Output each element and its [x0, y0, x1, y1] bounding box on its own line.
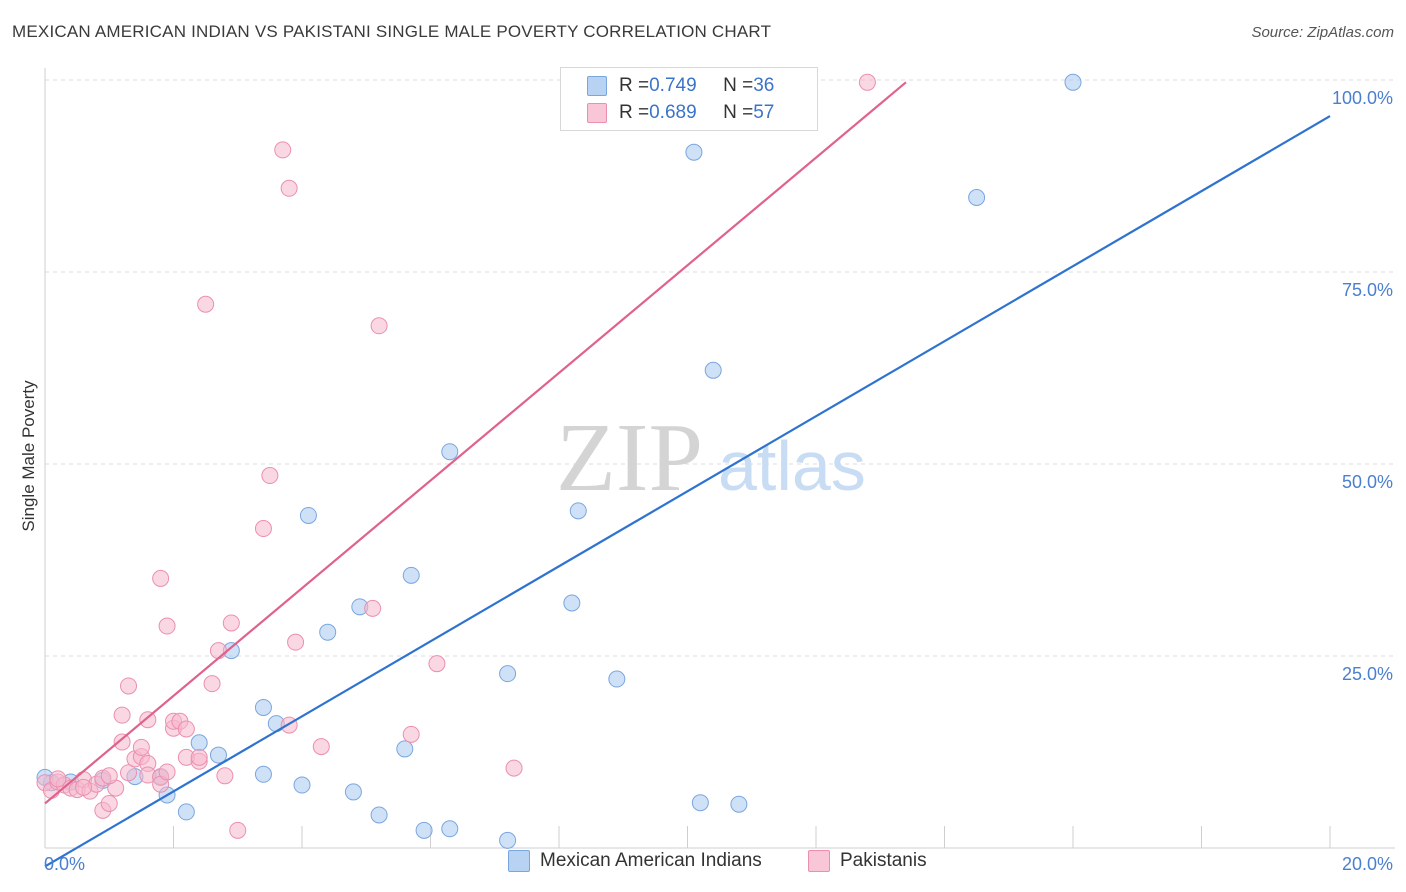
- data-point: [254, 520, 272, 538]
- bottom-legend-mexican-american-indians: Mexican American Indians: [508, 850, 762, 872]
- data-point: [190, 734, 208, 752]
- y-tick-label: 25.0%: [1342, 664, 1393, 684]
- data-point: [402, 725, 420, 743]
- legend-r-value: 0.749: [649, 75, 697, 96]
- data-point: [120, 677, 138, 695]
- data-point: [364, 599, 382, 617]
- data-point: [428, 655, 446, 673]
- chart-title: MEXICAN AMERICAN INDIAN VS PAKISTANI SIN…: [12, 22, 772, 41]
- legend-n-label: N =: [723, 75, 754, 96]
- legend-row-pakistanis: R = 0.689 N = 57: [587, 100, 774, 126]
- data-point: [293, 776, 311, 794]
- data-point: [113, 706, 131, 724]
- series-pakistanis-points: [36, 73, 876, 839]
- x-tick-label: 0.0%: [44, 854, 85, 874]
- legend-swatch-blue: [587, 76, 607, 96]
- data-point: [499, 831, 517, 849]
- bottom-legend-label: Mexican American Indians: [540, 850, 762, 871]
- data-point: [569, 502, 587, 520]
- data-point: [49, 770, 67, 788]
- y-tick-label: 75.0%: [1342, 280, 1393, 300]
- legend: R = 0.749 N = 36 R = 0.689 N = 57: [560, 67, 818, 131]
- watermark-atlas: atlas: [718, 427, 866, 505]
- legend-r-value: 0.689: [649, 102, 697, 123]
- legend-n-value: 57: [753, 102, 775, 123]
- data-point: [113, 733, 131, 751]
- data-point: [505, 759, 523, 777]
- data-point: [730, 795, 748, 813]
- data-point: [287, 633, 305, 651]
- data-point: [100, 794, 118, 812]
- trend-line: [44, 115, 1331, 868]
- data-point: [319, 623, 337, 641]
- data-point: [402, 566, 420, 584]
- legend-n-value: 36: [753, 75, 775, 96]
- data-point: [299, 506, 317, 524]
- source-note: Source: ZipAtlas.com: [1251, 24, 1394, 41]
- trend-line: [44, 81, 907, 805]
- data-point: [370, 806, 388, 824]
- data-point: [685, 143, 703, 161]
- data-point: [229, 821, 247, 839]
- y-axis-title: Single Male Poverty: [19, 380, 38, 532]
- watermark: ZIP atlas: [556, 404, 866, 512]
- data-point: [312, 738, 330, 756]
- x-tick-label: 20.0%: [1342, 854, 1393, 874]
- data-point: [274, 141, 292, 159]
- data-point: [858, 73, 876, 91]
- data-point: [139, 711, 157, 729]
- data-point: [280, 179, 298, 197]
- data-point: [968, 189, 986, 207]
- data-point: [499, 665, 517, 683]
- data-point: [254, 698, 272, 716]
- watermark-zip: ZIP: [556, 404, 703, 512]
- data-point: [152, 569, 170, 587]
- legend-swatch-pink: [587, 103, 607, 123]
- data-point: [120, 764, 138, 782]
- bottom-legend-swatch-blue: [508, 850, 530, 872]
- trend-lines: [44, 81, 1331, 868]
- legend-r-label: R =: [619, 102, 650, 123]
- bottom-legend-label: Pakistanis: [840, 850, 927, 871]
- data-point: [370, 317, 388, 335]
- data-point: [132, 738, 150, 756]
- data-point: [608, 670, 626, 688]
- data-point: [158, 763, 176, 781]
- data-point: [75, 778, 93, 796]
- data-point: [261, 467, 279, 485]
- data-point: [254, 765, 272, 783]
- y-tick-label: 50.0%: [1342, 472, 1393, 492]
- axes: [44, 68, 1395, 849]
- data-point: [344, 783, 362, 801]
- data-point: [203, 675, 221, 693]
- data-point: [158, 617, 176, 635]
- data-point: [177, 803, 195, 821]
- data-point: [704, 361, 722, 379]
- bottom-legend-swatch-pink: [808, 850, 830, 872]
- data-point: [1064, 73, 1082, 91]
- data-point: [209, 642, 227, 660]
- data-point: [216, 767, 234, 785]
- data-point: [441, 443, 459, 461]
- y-tick-label: 100.0%: [1332, 88, 1393, 108]
- data-point: [209, 746, 227, 764]
- data-point: [100, 767, 118, 785]
- data-point: [691, 794, 709, 812]
- data-point: [222, 614, 240, 632]
- legend-r-label: R =: [619, 75, 650, 96]
- legend-n-label: N =: [723, 102, 754, 123]
- bottom-legend-pakistanis: Pakistanis: [808, 850, 927, 872]
- legend-row-mexican-american-indians: R = 0.749 N = 36: [587, 73, 774, 99]
- data-point: [177, 720, 195, 738]
- data-point: [190, 748, 208, 766]
- data-point: [197, 295, 215, 313]
- data-point: [415, 821, 433, 839]
- data-point: [396, 740, 414, 758]
- tick-labels: 100.0% 75.0% 50.0% 25.0% 0.0% 20.0%: [44, 88, 1393, 874]
- data-point: [563, 594, 581, 612]
- data-point: [441, 820, 459, 838]
